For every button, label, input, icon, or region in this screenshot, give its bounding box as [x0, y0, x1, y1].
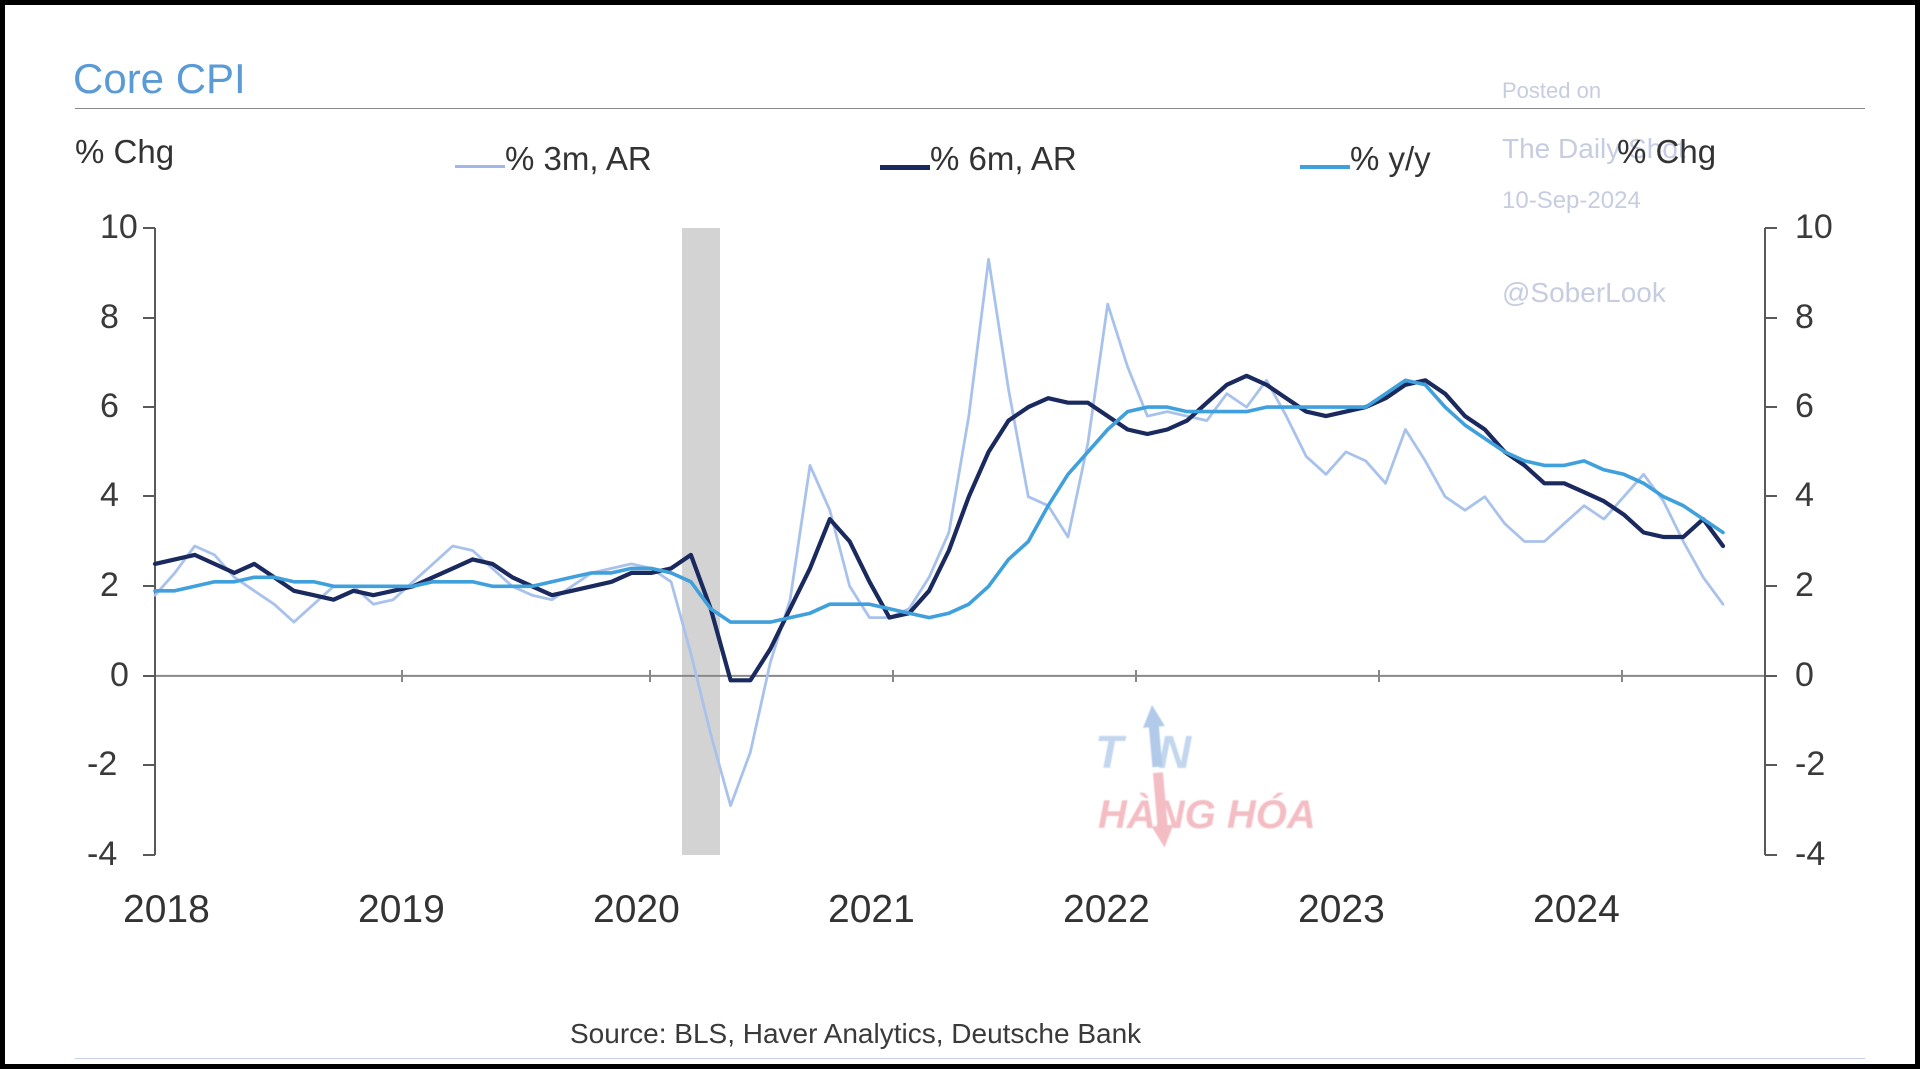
svg-text:HÀNG HÓA: HÀNG HÓA: [1098, 791, 1316, 837]
svg-text:T: T: [1095, 726, 1127, 778]
svg-text:N: N: [1158, 726, 1192, 778]
